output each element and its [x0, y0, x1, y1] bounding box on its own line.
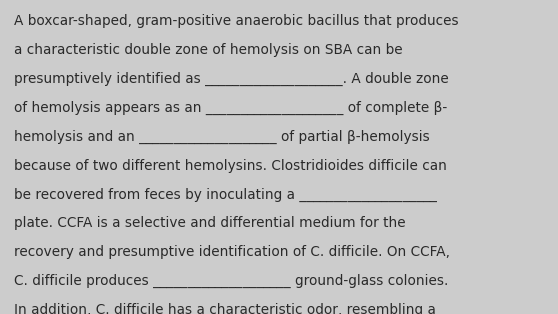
Text: C. difficile produces ____________________ ground-glass colonies.: C. difficile produces __________________… [14, 274, 448, 288]
Text: plate. CCFA is a selective and differential medium for the: plate. CCFA is a selective and different… [14, 216, 406, 230]
Text: recovery and presumptive identification of C. difficile. On CCFA,: recovery and presumptive identification … [14, 245, 450, 259]
Text: presumptively identified as ____________________. A double zone: presumptively identified as ____________… [14, 72, 449, 86]
Text: In addition, C. difficile has a characteristic odor, resembling a: In addition, C. difficile has a characte… [14, 303, 436, 314]
Text: of hemolysis appears as an ____________________ of complete β-: of hemolysis appears as an _____________… [14, 101, 447, 115]
Text: A boxcar-shaped, gram-positive anaerobic bacillus that produces: A boxcar-shaped, gram-positive anaerobic… [14, 14, 459, 28]
Text: hemolysis and an ____________________ of partial β-hemolysis: hemolysis and an ____________________ of… [14, 130, 430, 144]
Text: be recovered from feces by inoculating a ____________________: be recovered from feces by inoculating a… [14, 187, 437, 202]
Text: a characteristic double zone of hemolysis on SBA can be: a characteristic double zone of hemolysi… [14, 43, 402, 57]
Text: because of two different hemolysins. Clostridioides difficile can: because of two different hemolysins. Clo… [14, 159, 447, 173]
